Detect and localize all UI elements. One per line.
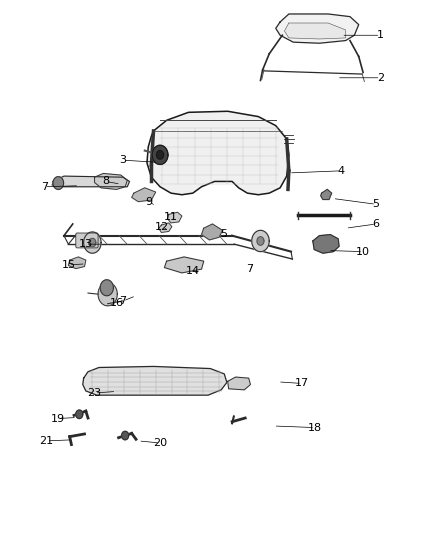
Text: 13: 13 — [79, 239, 93, 249]
Polygon shape — [228, 377, 251, 390]
Text: 21: 21 — [39, 436, 53, 446]
Text: 3: 3 — [120, 155, 127, 165]
Polygon shape — [147, 111, 289, 195]
Polygon shape — [252, 230, 269, 252]
Text: 19: 19 — [50, 414, 64, 424]
Polygon shape — [100, 280, 113, 296]
Text: 5: 5 — [220, 229, 227, 239]
FancyBboxPatch shape — [76, 233, 98, 248]
Polygon shape — [98, 282, 117, 306]
Polygon shape — [152, 146, 168, 164]
Text: 15: 15 — [61, 260, 75, 270]
Polygon shape — [285, 23, 346, 39]
Polygon shape — [122, 431, 129, 440]
Polygon shape — [164, 257, 204, 273]
Polygon shape — [321, 189, 332, 199]
Polygon shape — [276, 14, 359, 43]
Polygon shape — [201, 224, 223, 240]
Text: 5: 5 — [373, 199, 380, 209]
Polygon shape — [84, 232, 101, 253]
Text: 12: 12 — [155, 222, 170, 232]
Text: 7: 7 — [41, 182, 48, 192]
Text: 14: 14 — [186, 266, 200, 276]
Polygon shape — [95, 173, 127, 189]
Text: 7: 7 — [246, 264, 253, 273]
Polygon shape — [76, 410, 83, 418]
Polygon shape — [53, 176, 64, 189]
Polygon shape — [313, 235, 339, 253]
Polygon shape — [159, 223, 172, 232]
Polygon shape — [156, 151, 163, 159]
Text: 16: 16 — [110, 297, 124, 308]
Text: 10: 10 — [356, 247, 370, 256]
Text: 1: 1 — [377, 30, 384, 41]
Text: 8: 8 — [102, 176, 109, 187]
Polygon shape — [89, 238, 96, 247]
Polygon shape — [132, 188, 155, 201]
Text: 2: 2 — [377, 73, 384, 83]
Text: 7: 7 — [120, 296, 127, 306]
Polygon shape — [68, 257, 86, 269]
Text: 17: 17 — [295, 378, 309, 389]
Polygon shape — [167, 212, 182, 223]
Text: 20: 20 — [153, 438, 167, 448]
Text: 23: 23 — [88, 388, 102, 398]
Polygon shape — [83, 367, 227, 395]
Polygon shape — [52, 176, 130, 187]
Polygon shape — [257, 237, 264, 245]
Text: 6: 6 — [373, 219, 380, 229]
Text: 18: 18 — [308, 423, 322, 433]
Text: 9: 9 — [145, 197, 153, 207]
Text: 4: 4 — [338, 166, 345, 176]
Text: 11: 11 — [164, 212, 178, 222]
